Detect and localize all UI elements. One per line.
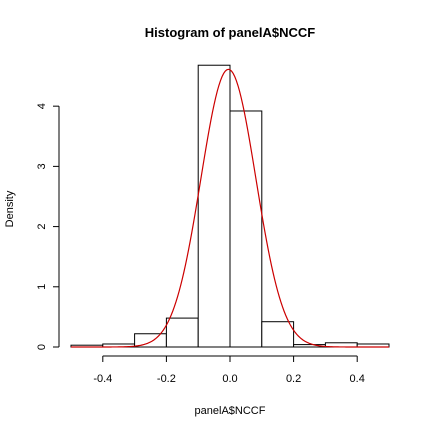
y-tick-label: 3 bbox=[36, 163, 48, 169]
bars-layer bbox=[70, 64, 390, 348]
y-axis: 0 1 2 3 4 bbox=[36, 103, 60, 350]
histogram-bar bbox=[165, 317, 199, 348]
density-curve-line bbox=[71, 68, 389, 348]
histogram-bar bbox=[197, 64, 231, 348]
y-tick-label: 4 bbox=[36, 103, 48, 109]
y-tick-label: 1 bbox=[36, 284, 48, 290]
curve-layer bbox=[71, 68, 389, 348]
histogram-bar bbox=[229, 110, 263, 348]
x-tick-label: 0.0 bbox=[222, 373, 237, 385]
y-ticks: 0 1 2 3 4 bbox=[36, 103, 59, 350]
x-tick-label: 0.2 bbox=[286, 373, 301, 385]
x-tick-label: -0.2 bbox=[157, 373, 176, 385]
y-tick-label: 2 bbox=[36, 224, 48, 230]
histogram-bar bbox=[261, 321, 295, 348]
y-axis-label: Density bbox=[4, 190, 16, 227]
x-tick-label: -0.4 bbox=[93, 373, 112, 385]
chart-title: Histogram of panelA$NCCF bbox=[145, 25, 316, 40]
x-ticks: -0.4 -0.2 0.0 0.2 0.4 bbox=[93, 356, 365, 385]
y-tick-label: 0 bbox=[36, 344, 48, 350]
x-axis-label: panelA$NCCF bbox=[195, 405, 266, 417]
x-axis: -0.4 -0.2 0.0 0.2 0.4 bbox=[93, 355, 365, 385]
x-tick-label: 0.4 bbox=[350, 373, 365, 385]
